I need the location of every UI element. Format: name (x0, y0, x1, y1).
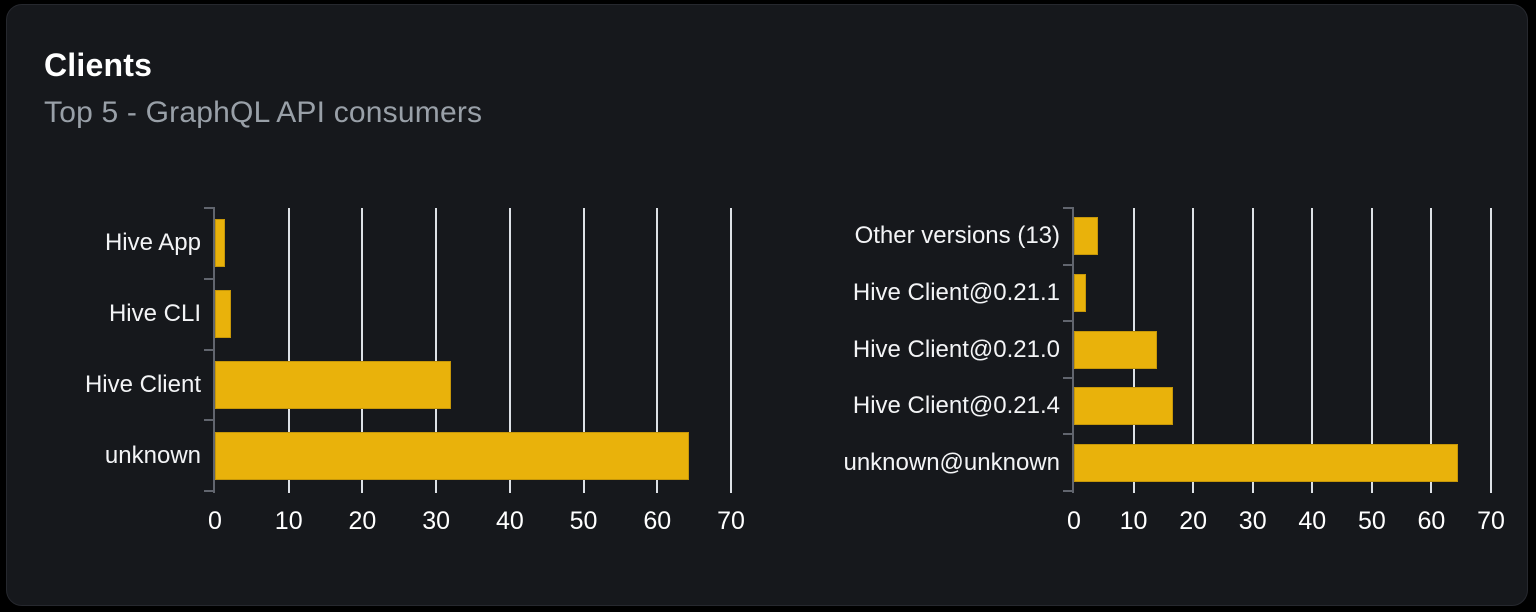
gridline (1370, 208, 1373, 493)
bar (1074, 387, 1173, 426)
gridline (730, 208, 732, 493)
x-tick-label: 70 (1477, 507, 1505, 535)
gridline (287, 208, 290, 493)
gridline (1251, 208, 1254, 493)
x-tick-label: 30 (1238, 507, 1267, 535)
category-label: unknown@unknown (843, 448, 1060, 476)
y-axis-tick (204, 277, 215, 280)
x-tick-label: 20 (348, 507, 377, 535)
bar (1074, 330, 1157, 369)
y-axis-tick (1063, 376, 1074, 379)
category-label: Hive Client@0.21.4 (852, 392, 1060, 420)
y-axis (1072, 208, 1074, 493)
y-axis-tick (204, 348, 215, 351)
gridline (1311, 208, 1314, 493)
x-tick-label: 30 (422, 507, 451, 535)
x-tick-label: 50 (1357, 507, 1386, 535)
gridline (656, 208, 659, 493)
category-label: Other versions (13) (854, 222, 1060, 250)
y-axis-tick (204, 490, 215, 492)
bar (1074, 443, 1458, 482)
gridline (361, 208, 364, 493)
gridline (1430, 208, 1433, 493)
y-axis-tick (204, 207, 215, 209)
category-label: Hive Client@0.21.1 (852, 278, 1060, 306)
y-axis-tick (1063, 320, 1074, 323)
y-axis-tick (204, 419, 215, 422)
clients-card: Clients Top 5 - GraphQL API consumers 0 1… (6, 4, 1528, 606)
x-tick-label: 70 (717, 507, 745, 535)
category-label: Hive App (104, 229, 201, 257)
category-label: unknown (104, 441, 201, 469)
gridline (582, 208, 585, 493)
x-tick-label: 0 (208, 507, 222, 535)
x-tick-label: 10 (274, 507, 303, 535)
y-axis-tick (1063, 433, 1074, 436)
x-tick-label: 60 (643, 507, 672, 535)
gridline (435, 208, 438, 493)
top-client-versions-bar-chart: 0 10 20 30 40 50 60 70 Other versions (13) Hive C… (843, 207, 1505, 534)
gridline (1490, 208, 1492, 493)
bar (215, 219, 226, 268)
bar (1074, 273, 1086, 312)
category-label: Hive Client (84, 370, 201, 398)
gridline (508, 208, 511, 493)
x-tick-label: 20 (1179, 507, 1208, 535)
y-axis-tick (1063, 263, 1074, 266)
card-subtitle: Top 5 - GraphQL API consumers (44, 96, 483, 129)
y-axis-tick (1063, 207, 1074, 209)
gridline (1192, 208, 1195, 493)
category-label: Hive CLI (108, 300, 201, 328)
x-tick-label: 60 (1417, 507, 1446, 535)
bar (1074, 217, 1099, 256)
x-tick-label: 40 (495, 507, 524, 535)
y-axis (213, 208, 215, 493)
category-label: Hive Client@0.21.0 (852, 335, 1060, 363)
y-axis-tick (1063, 490, 1074, 492)
x-tick-label: 40 (1298, 507, 1327, 535)
card-title: Clients (44, 47, 153, 83)
x-tick-label: 0 (1067, 507, 1081, 535)
x-tick-label: 50 (569, 507, 598, 535)
bar (215, 290, 232, 339)
top-clients-bar-chart: 0 10 20 30 40 50 60 70 Hive App Hive CLI Hive Clie… (85, 207, 745, 534)
bar (215, 360, 451, 409)
x-tick-label: 10 (1119, 507, 1148, 535)
bar (215, 431, 689, 480)
